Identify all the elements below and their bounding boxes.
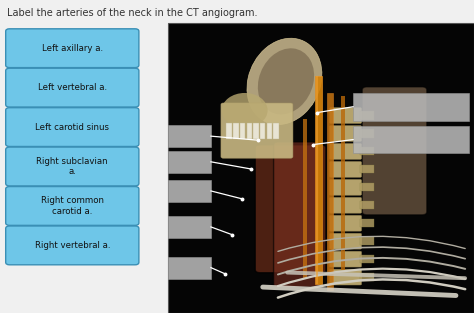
Ellipse shape xyxy=(258,48,314,115)
Bar xyxy=(240,123,246,139)
Text: Left axillary a.: Left axillary a. xyxy=(42,44,103,53)
Bar xyxy=(360,111,374,120)
FancyBboxPatch shape xyxy=(329,144,362,159)
Bar xyxy=(168,180,211,202)
Text: Left carotid sinus: Left carotid sinus xyxy=(35,123,109,131)
Bar xyxy=(360,219,374,227)
Bar xyxy=(360,165,374,173)
FancyBboxPatch shape xyxy=(329,162,362,177)
Bar xyxy=(341,96,345,269)
Bar xyxy=(227,123,232,139)
FancyBboxPatch shape xyxy=(6,147,139,186)
FancyArrowPatch shape xyxy=(263,287,456,295)
Bar xyxy=(253,123,259,139)
Bar xyxy=(260,123,265,139)
Bar xyxy=(360,201,374,209)
FancyArrowPatch shape xyxy=(287,273,465,278)
FancyBboxPatch shape xyxy=(329,198,362,213)
FancyBboxPatch shape xyxy=(329,215,362,231)
FancyBboxPatch shape xyxy=(6,29,139,68)
Text: Label the arteries of the neck in the CT angiogram.: Label the arteries of the neck in the CT… xyxy=(7,8,257,18)
FancyBboxPatch shape xyxy=(329,269,362,285)
Bar xyxy=(168,23,474,313)
Bar xyxy=(315,75,322,284)
Ellipse shape xyxy=(222,93,268,128)
FancyBboxPatch shape xyxy=(329,108,362,123)
FancyBboxPatch shape xyxy=(329,126,362,141)
FancyBboxPatch shape xyxy=(6,187,139,225)
Bar xyxy=(327,93,333,290)
Bar xyxy=(246,123,252,139)
FancyBboxPatch shape xyxy=(221,103,293,158)
FancyBboxPatch shape xyxy=(6,68,139,107)
Text: Right vertebral a.: Right vertebral a. xyxy=(35,241,110,250)
FancyBboxPatch shape xyxy=(6,108,139,146)
Bar xyxy=(360,273,374,281)
FancyBboxPatch shape xyxy=(255,145,326,273)
Bar xyxy=(267,123,272,139)
Text: Right subclavian
a.: Right subclavian a. xyxy=(36,157,108,176)
Bar xyxy=(168,216,211,238)
Ellipse shape xyxy=(247,38,322,125)
FancyBboxPatch shape xyxy=(329,233,362,249)
Bar xyxy=(273,123,279,139)
Bar xyxy=(303,119,307,278)
Bar xyxy=(353,126,469,153)
Bar xyxy=(360,147,374,156)
FancyBboxPatch shape xyxy=(329,251,362,267)
Bar xyxy=(353,93,469,121)
Bar xyxy=(360,130,374,137)
FancyBboxPatch shape xyxy=(6,226,139,265)
Text: Right common
carotid a.: Right common carotid a. xyxy=(41,196,104,216)
Bar xyxy=(233,123,238,139)
Bar xyxy=(316,75,318,284)
FancyBboxPatch shape xyxy=(362,87,427,215)
Bar xyxy=(360,255,374,263)
Bar xyxy=(360,183,374,192)
FancyBboxPatch shape xyxy=(273,142,320,287)
Bar xyxy=(168,257,211,279)
Bar xyxy=(360,237,374,245)
Bar xyxy=(168,151,211,173)
Bar xyxy=(168,125,211,147)
Text: Left vertebral a.: Left vertebral a. xyxy=(38,83,107,92)
FancyBboxPatch shape xyxy=(329,179,362,195)
